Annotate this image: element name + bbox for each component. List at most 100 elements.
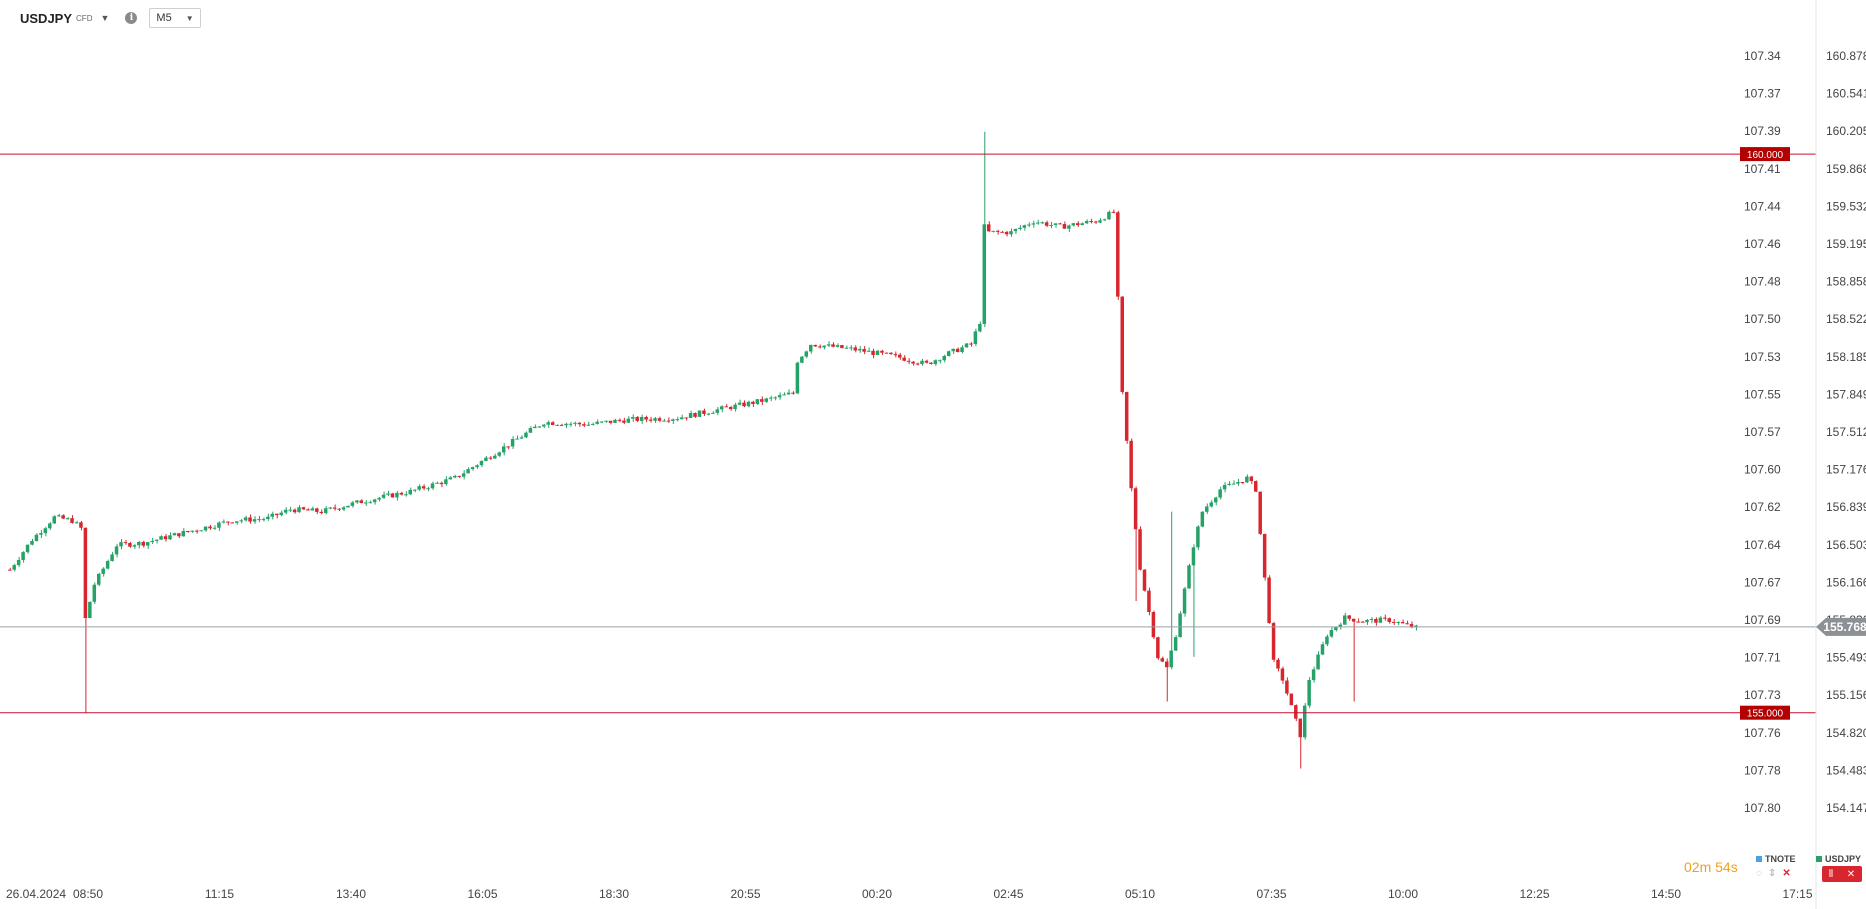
candle-body	[1338, 624, 1343, 627]
right-axis-tick: 156.839	[1826, 500, 1866, 514]
candle-body	[43, 528, 48, 534]
symbol-dropdown-icon[interactable]: ▼	[100, 13, 110, 23]
close-icon[interactable]: ✕	[1846, 868, 1856, 880]
right-axis-tick: 154.483	[1826, 763, 1866, 777]
candle-body	[777, 395, 782, 398]
candle-body	[110, 554, 114, 562]
x-axis-tick: 02:45	[993, 887, 1023, 901]
candle-body	[261, 519, 266, 521]
candle-body	[1396, 622, 1400, 624]
candle-body	[1294, 705, 1298, 719]
candle-body	[1089, 221, 1093, 223]
x-axis-tick: 16:05	[467, 887, 497, 901]
candle-body	[372, 499, 377, 503]
candle-body	[533, 426, 537, 429]
candle-body	[341, 507, 346, 510]
candle-body	[1351, 618, 1356, 622]
candle-body	[791, 392, 795, 394]
right-axis-tick: 160.541	[1826, 87, 1866, 101]
chevron-down-icon: ▼	[185, 13, 194, 23]
x-axis-tick: 07:35	[1256, 887, 1286, 901]
candle-body	[1169, 650, 1173, 668]
candle-body	[88, 601, 92, 619]
candle-body	[644, 416, 648, 420]
candle-body	[1049, 225, 1053, 227]
candle-body	[684, 417, 688, 419]
candle-body	[444, 479, 448, 485]
candle-body	[230, 522, 234, 524]
candle-body	[1009, 231, 1013, 235]
eye-icon[interactable]: ◌	[1756, 868, 1762, 879]
candle-body	[475, 465, 479, 468]
legend-label-usdjpy: USDJPY	[1825, 854, 1862, 864]
x-axis-tick: 18:30	[599, 887, 629, 901]
close-icon[interactable]: ✕	[1782, 868, 1791, 879]
candle-body	[733, 404, 737, 410]
candle-body	[315, 508, 319, 512]
candle-body	[737, 402, 742, 405]
legend-usdjpy[interactable]: USDJPY	[1816, 854, 1861, 864]
symbol-name[interactable]: USDJPY	[20, 10, 73, 26]
candle-body	[875, 350, 880, 355]
timeframe-select[interactable]: M5 ▼	[149, 8, 201, 28]
legend-tnote-controls: ◌ ⇕ ✕	[1756, 868, 1791, 879]
info-icon[interactable]: i	[125, 12, 138, 24]
candle-body	[702, 410, 706, 414]
price-level-tag[interactable]	[1740, 705, 1790, 720]
candle-body	[52, 516, 56, 524]
x-axis-tick: 20:55	[730, 887, 760, 901]
candle-body	[1329, 630, 1334, 637]
candle-body	[1004, 231, 1009, 235]
candle-body	[1231, 483, 1236, 485]
x-axis-tick: 00:20	[862, 887, 892, 901]
candle-body	[377, 497, 381, 500]
candle-body	[226, 521, 230, 523]
right-axis-tick: 155.493	[1826, 651, 1866, 665]
candle-body	[368, 502, 372, 504]
candle-body	[697, 410, 702, 417]
legend-swatch-tnote	[1756, 856, 1762, 862]
candle-body	[537, 426, 542, 428]
levels-layer: 160.000 155.000	[0, 147, 1816, 720]
candle-body	[568, 423, 573, 425]
candle-body	[550, 422, 555, 425]
candle-body	[622, 420, 626, 423]
candle-body	[1058, 223, 1062, 225]
candle-body	[266, 516, 270, 520]
candle-body	[608, 420, 613, 423]
chart-toolbar: USDJPY CFD ▼ i M5 ▼	[0, 0, 420, 36]
legend-tnote[interactable]: TNOTE	[1756, 854, 1796, 864]
price-level-tag[interactable]	[1740, 147, 1790, 162]
candle-body	[448, 477, 453, 480]
candle-body	[1013, 228, 1018, 232]
candle-body	[1365, 619, 1369, 623]
candle-body	[844, 347, 849, 349]
move-icon[interactable]: ⇕	[1767, 868, 1777, 879]
legend-swatch-usdjpy	[1816, 856, 1822, 862]
candle-body	[555, 424, 559, 426]
candle-body	[688, 413, 693, 419]
candle-body	[720, 406, 724, 410]
candle-body	[279, 512, 283, 516]
candle-body	[835, 345, 840, 347]
candle-body	[470, 467, 475, 470]
candle-body	[61, 515, 65, 519]
candle-body	[105, 561, 110, 569]
candle-body	[595, 421, 599, 424]
candle-body	[1156, 637, 1160, 659]
x-axis-tick: 08:50	[73, 887, 103, 901]
candle-body	[795, 362, 800, 394]
candle-body	[25, 544, 30, 553]
candle-body	[493, 455, 497, 459]
candle-body	[1245, 476, 1249, 483]
candles-icon[interactable]: ⫴	[1828, 868, 1834, 880]
right-axis-tick: 158.858	[1826, 275, 1866, 289]
candle-body	[510, 439, 515, 447]
candles-layer	[8, 131, 1418, 769]
candle-body	[1387, 618, 1391, 622]
left-axis-tick: 107.50	[1744, 312, 1781, 326]
candle-body	[297, 507, 301, 513]
candle-body	[163, 536, 168, 540]
candle-body	[1325, 636, 1329, 645]
